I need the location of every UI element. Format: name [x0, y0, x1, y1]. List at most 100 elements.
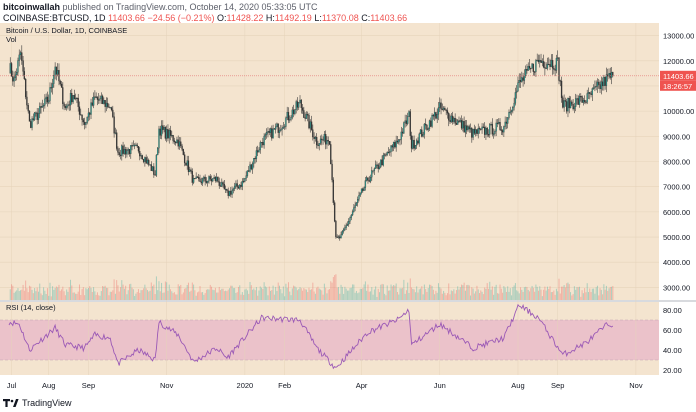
candle-body: [305, 114, 308, 119]
volume-bar: [34, 288, 36, 300]
candle-body: [414, 145, 417, 149]
volume-bar: [370, 291, 372, 300]
candle-body: [437, 107, 440, 115]
candle-body: [562, 97, 564, 108]
volume-bar: [520, 287, 522, 300]
candle-body: [607, 74, 609, 77]
volume-bar: [111, 291, 113, 300]
tradingview-logo-icon: [3, 399, 19, 407]
volume-bar: [167, 290, 169, 300]
candle-body: [146, 159, 149, 164]
time-axis[interactable]: Jul Aug Sep Nov 2020 Feb Apr Jun Aug Sep Nov: [7, 381, 643, 390]
candle-body: [390, 145, 392, 152]
volume-bar: [532, 287, 534, 300]
volume-bar: [539, 286, 541, 300]
volume-bar: [202, 292, 204, 300]
footer[interactable]: TradingView: [3, 398, 72, 408]
price-axis[interactable]: 3000.00 4000.00 5000.00 6000.00 7000.00 8000.…: [663, 32, 694, 293]
candle-body: [205, 181, 208, 183]
volume-bar: [70, 279, 72, 300]
volume-bar: [480, 290, 482, 300]
candle-body: [95, 96, 97, 98]
volume-bar: [464, 290, 466, 300]
candle-body: [194, 178, 196, 180]
candle-body: [45, 96, 47, 100]
volume-bar: [486, 283, 488, 300]
rsi-tick-label: 60.00: [663, 326, 682, 335]
volume-bar: [214, 287, 216, 300]
candle-body: [314, 137, 317, 139]
volume-bar: [502, 292, 504, 300]
volume-bar: [372, 294, 374, 300]
candle-body: [501, 130, 504, 133]
volume-bar: [376, 296, 378, 300]
candle-body: [9, 63, 11, 74]
candle-body: [328, 141, 331, 145]
volume-bar: [153, 284, 155, 300]
volume-bar: [346, 290, 348, 300]
volume-bar: [136, 292, 138, 300]
candle-body: [307, 114, 309, 116]
candle-body: [395, 140, 397, 148]
candle-body: [496, 122, 499, 124]
candle-body: [521, 77, 523, 82]
candle-body: [223, 184, 226, 190]
candle-body: [601, 81, 604, 87]
candle-body: [466, 125, 468, 131]
candle-body: [473, 128, 476, 134]
volume-bar: [191, 282, 193, 300]
candle-body: [500, 129, 502, 131]
candle-body: [383, 154, 386, 156]
candle-body: [69, 92, 72, 106]
candle-body: [478, 128, 481, 130]
volume-bar: [566, 283, 568, 300]
candle-body: [590, 93, 592, 95]
volume-bar: [185, 288, 187, 300]
volume-bar: [140, 290, 142, 300]
volume-bar: [272, 285, 274, 300]
candle-body: [119, 154, 122, 156]
candle-body: [213, 177, 215, 179]
candle-body: [577, 98, 579, 105]
candle-body: [258, 149, 260, 153]
candle-body: [518, 80, 520, 83]
candle-body: [371, 170, 373, 178]
price-chart[interactable]: 3000.00 4000.00 5000.00 6000.00 7000.00 8000.…: [0, 23, 696, 395]
footer-brand: TradingView: [22, 398, 72, 408]
volume-bar: [62, 286, 64, 300]
volume-bar: [237, 286, 239, 300]
candle-body: [309, 121, 311, 129]
volume-bar: [123, 288, 125, 300]
volume-bar: [281, 293, 283, 300]
volume-bar: [231, 285, 233, 300]
volume-bar: [193, 284, 195, 300]
volume-bar: [405, 290, 407, 300]
candle-body: [555, 57, 558, 71]
volume-bar: [41, 295, 43, 300]
volume-bar: [490, 289, 492, 300]
volume-bar: [94, 291, 96, 300]
candle-body: [208, 176, 210, 182]
rsi-axis[interactable]: 20.00 40.00 60.00 80.00: [663, 306, 682, 375]
volume-bar: [157, 290, 159, 300]
volume-bar: [234, 287, 236, 300]
volume-bar: [299, 287, 301, 300]
volume-bar: [22, 284, 24, 300]
volume-bar: [475, 291, 477, 300]
candle-body: [53, 75, 55, 84]
volume-bar: [263, 282, 265, 300]
candle-body: [218, 181, 220, 186]
candle-body: [280, 129, 282, 131]
candle-body: [350, 214, 352, 218]
volume-bar: [221, 288, 223, 300]
candle-body: [545, 67, 547, 70]
volume-bar: [103, 286, 105, 300]
volume-bar: [108, 295, 110, 300]
candle-body: [392, 142, 395, 148]
volume-bar: [461, 284, 463, 300]
volume-bar: [367, 284, 369, 300]
candle-body: [554, 69, 556, 71]
volume-bar: [473, 293, 475, 300]
candle-body: [150, 164, 152, 171]
volume-bar: [211, 286, 213, 300]
